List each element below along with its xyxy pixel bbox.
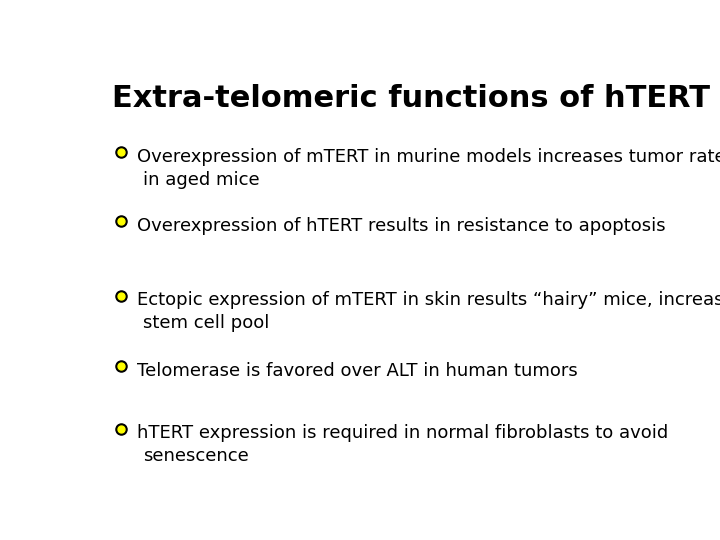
Text: Overexpression of hTERT results in resistance to apoptosis: Overexpression of hTERT results in resis… [138, 217, 666, 234]
Text: hTERT expression is required in normal fibroblasts to avoid: hTERT expression is required in normal f… [138, 424, 669, 442]
Text: Overexpression of mTERT in murine models increases tumor rates: Overexpression of mTERT in murine models… [138, 148, 720, 166]
Text: in aged mice: in aged mice [143, 171, 260, 189]
Text: Extra-telomeric functions of hTERT: Extra-telomeric functions of hTERT [112, 84, 711, 112]
Text: Telomerase is favored over ALT in human tumors: Telomerase is favored over ALT in human … [138, 362, 578, 380]
Text: Ectopic expression of mTERT in skin results “hairy” mice, increased: Ectopic expression of mTERT in skin resu… [138, 292, 720, 309]
Text: stem cell pool: stem cell pool [143, 314, 269, 332]
Text: senescence: senescence [143, 447, 249, 465]
